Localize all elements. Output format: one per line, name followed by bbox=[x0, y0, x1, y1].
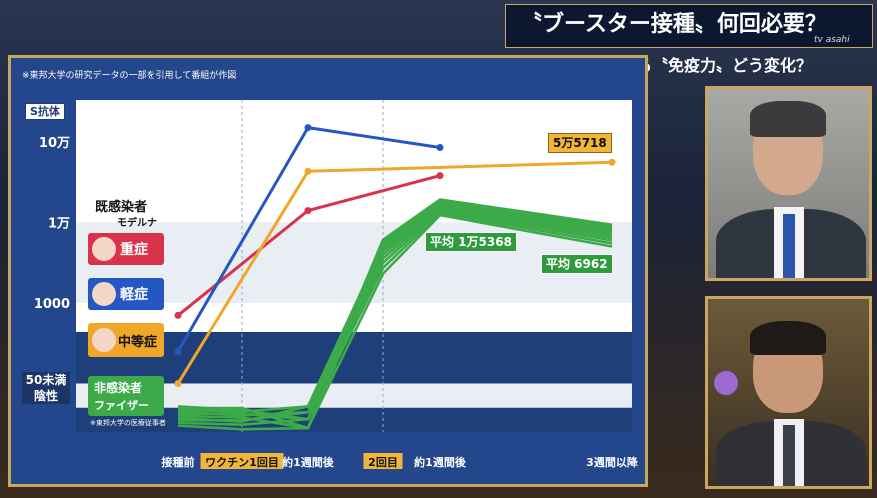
non-infected-line bbox=[177, 198, 613, 421]
series-point-moderate bbox=[608, 158, 616, 166]
small-note: ※東邦大学の医療従事者 bbox=[90, 419, 166, 427]
grid-band bbox=[76, 383, 632, 408]
avg-label-1: 平均 1万5368 bbox=[425, 232, 517, 252]
annotation-max: 5万5718 bbox=[548, 133, 612, 153]
legend-severe: 重症 bbox=[88, 233, 164, 265]
person-tie bbox=[783, 425, 795, 486]
grid-band bbox=[76, 222, 632, 303]
series-point-moderate bbox=[304, 167, 312, 175]
negative-band bbox=[76, 332, 632, 432]
series-point-mild bbox=[304, 124, 312, 132]
legend-non-infected: 非感染者 ファイザー bbox=[88, 376, 164, 416]
avg-label-2: 平均 6962 bbox=[541, 254, 613, 274]
title-bar bbox=[505, 4, 873, 48]
person-icon bbox=[92, 282, 116, 306]
non-infected-line bbox=[177, 206, 613, 430]
channel-logo: tv asahi bbox=[814, 35, 850, 45]
x-tick-label: 接種前 bbox=[162, 455, 195, 469]
commentator-video bbox=[705, 86, 872, 281]
legend-moderate: 中等症 bbox=[88, 323, 164, 357]
y-tick-label: 10万 bbox=[39, 136, 70, 151]
legend-moderate-label: 中等症 bbox=[118, 335, 158, 350]
legend-non-infected-title: 非感染者 bbox=[94, 381, 143, 395]
series-point-severe bbox=[174, 311, 182, 319]
flower-decoration bbox=[714, 371, 738, 395]
source-note: ※東邦大学の研究データの一部を引用して番組が作図 bbox=[22, 71, 237, 81]
y-axis-label: S抗体 bbox=[25, 103, 65, 120]
person-icon bbox=[92, 328, 116, 352]
y-tick-label: 1000 bbox=[34, 297, 70, 312]
negative-band-label: 50未満 陰性 bbox=[22, 372, 70, 404]
legend-severe-label: 重症 bbox=[120, 242, 148, 258]
y-tick-label: 1万 bbox=[48, 216, 70, 231]
x-tick-box bbox=[200, 453, 284, 469]
legend-non-infected-sub: ファイザー bbox=[94, 399, 149, 412]
headline-title: 〝ブースター接種〟何回必要？ bbox=[520, 12, 827, 37]
anchor-video bbox=[705, 296, 872, 489]
series-point-mild bbox=[436, 143, 444, 151]
legend-infected-title: 既感染者 bbox=[95, 200, 148, 215]
legend-mild-label: 軽症 bbox=[120, 287, 148, 303]
non-infected-line bbox=[178, 199, 613, 430]
series-point-severe bbox=[436, 172, 444, 180]
x-tick-label: ワクチン1回目 bbox=[205, 455, 279, 469]
person-tie bbox=[783, 214, 795, 278]
x-tick-box bbox=[363, 453, 403, 469]
x-tick-label: 約1週間後 bbox=[414, 455, 467, 469]
legend-infected-sub: モデルナ bbox=[117, 218, 157, 229]
x-tick-label: 2回目 bbox=[368, 455, 398, 469]
series-point-severe bbox=[304, 207, 312, 215]
series-point-moderate bbox=[174, 379, 182, 387]
person-hair bbox=[750, 101, 826, 137]
legend-mild: 軽症 bbox=[88, 278, 164, 310]
non-infected-line bbox=[177, 213, 613, 431]
person-icon bbox=[92, 237, 116, 261]
person-hair bbox=[750, 321, 826, 355]
non-infected-line bbox=[177, 201, 613, 413]
series-point-mild bbox=[174, 347, 182, 355]
x-tick-label: 約1週間後 bbox=[282, 455, 335, 469]
x-tick-label: 3週間以降 bbox=[586, 455, 639, 469]
